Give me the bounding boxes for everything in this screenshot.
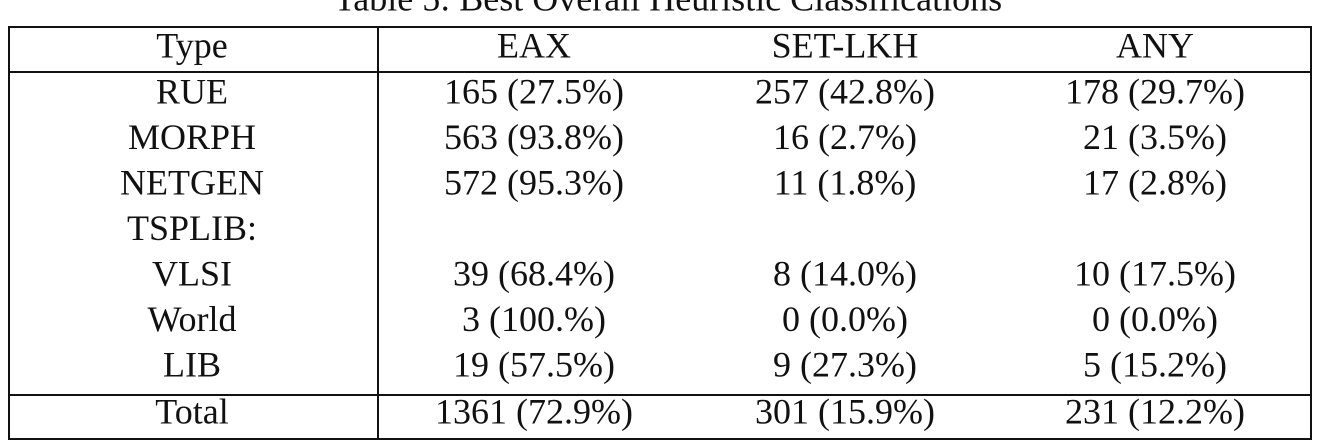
total-label: Total bbox=[155, 391, 228, 431]
header-cell: ANY bbox=[1116, 25, 1194, 65]
header-cell: SET-LKH bbox=[772, 25, 919, 65]
header-cell: EAX bbox=[497, 25, 571, 65]
row-label: NETGEN bbox=[120, 162, 264, 202]
table-cell: 39 (68.4%) bbox=[453, 253, 615, 293]
table-cell: 0 (0.0%) bbox=[782, 299, 908, 339]
header-cell: Type bbox=[156, 25, 227, 65]
table-cell: 3 (100.%) bbox=[462, 299, 606, 339]
table-cell: 10 (17.5%) bbox=[1074, 253, 1236, 293]
table-cell: 563 (93.8%) bbox=[444, 117, 624, 157]
total-cell: 301 (15.9%) bbox=[755, 391, 935, 431]
row-label: LIB bbox=[163, 344, 221, 384]
table-cell: 572 (95.3%) bbox=[444, 162, 624, 202]
row-label: World bbox=[147, 299, 236, 339]
table-cell: 17 (2.8%) bbox=[1083, 162, 1227, 202]
row-label: MORPH bbox=[128, 117, 256, 157]
table-cell: 165 (27.5%) bbox=[444, 71, 624, 111]
table-cell: 19 (57.5%) bbox=[453, 344, 615, 384]
table-cell: 21 (3.5%) bbox=[1083, 117, 1227, 157]
table-cell: 8 (14.0%) bbox=[773, 253, 917, 293]
total-cell: 1361 (72.9%) bbox=[435, 391, 633, 431]
table-title: Table 5: Best Overall Heuristic Classifi… bbox=[334, 0, 1002, 18]
table-cell: 178 (29.7%) bbox=[1065, 71, 1245, 111]
table-cell: 5 (15.2%) bbox=[1083, 344, 1227, 384]
total-cell: 231 (12.2%) bbox=[1065, 391, 1245, 431]
table-cell: 0 (0.0%) bbox=[1092, 299, 1218, 339]
table-cell: 9 (27.3%) bbox=[773, 344, 917, 384]
row-label: VLSI bbox=[152, 253, 232, 293]
row-label: TSPLIB: bbox=[127, 208, 257, 248]
table-cell: 257 (42.8%) bbox=[755, 71, 935, 111]
table-cell: 11 (1.8%) bbox=[774, 162, 917, 202]
table-cell: 16 (2.7%) bbox=[773, 117, 917, 157]
row-label: RUE bbox=[156, 71, 228, 111]
